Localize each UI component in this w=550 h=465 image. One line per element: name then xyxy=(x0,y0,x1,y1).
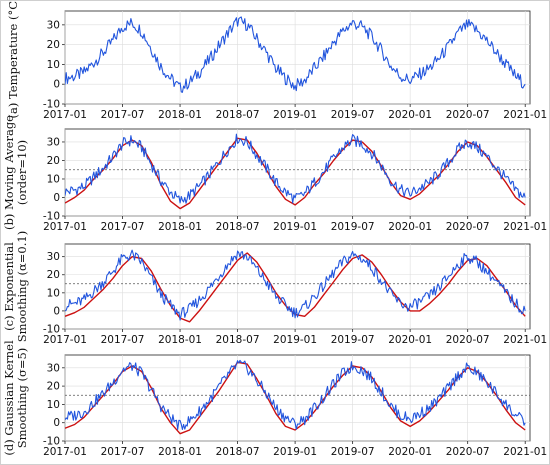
panel-d: -10 0 10 20 30 2017-01 2017-07 2018-01 2018-07 20… xyxy=(2,340,547,458)
y-tick-label: 0 xyxy=(53,79,60,91)
y-axis-label: (c) Exponential xyxy=(2,242,16,331)
observed-series-line xyxy=(65,359,526,431)
panel-a: -10 0 10 20 30 2017-01 2017-07 2018-01 2018-07 20… xyxy=(6,1,547,121)
x-tick-label: 2017-07 xyxy=(101,334,145,346)
x-tick-label: 2018-07 xyxy=(216,221,260,233)
x-tick-label: 2021-01 xyxy=(503,221,547,233)
plot-frame xyxy=(64,10,531,105)
plot-frame xyxy=(64,354,531,442)
y-tick-label: 10 xyxy=(47,287,60,299)
smoothed-series-line xyxy=(65,361,526,435)
observed-series-line xyxy=(65,16,526,93)
x-tick-label: 2018-07 xyxy=(216,334,260,346)
x-tick-label: 2018-01 xyxy=(158,221,202,233)
x-tick-label: 2018-01 xyxy=(158,446,202,458)
y-axis-label: (d) Gaussian Kernel xyxy=(2,340,16,456)
y-tick-label: 30 xyxy=(47,136,60,148)
y-tick-label: 0 xyxy=(53,192,60,204)
panel-c: -10 0 10 20 30 2017-01 2017-07 2018-01 2018-07 20… xyxy=(2,231,547,346)
observed-series-line xyxy=(65,133,526,204)
x-tick-label: 2018-01 xyxy=(158,334,202,346)
x-tick-label: 2019-07 xyxy=(331,221,375,233)
panel-b: -10 0 10 20 30 2017-01 2017-07 2018-01 2018-07 20… xyxy=(2,115,547,233)
x-tick-label: 2017-01 xyxy=(43,334,87,346)
y-tick-label: 20 xyxy=(47,155,60,167)
x-tick-label: 2019-07 xyxy=(331,446,375,458)
y-tick-label: 10 xyxy=(47,173,60,185)
y-tick-label: 20 xyxy=(47,269,60,281)
observed-series-line xyxy=(65,249,526,321)
x-tick-label: 2019-07 xyxy=(331,109,375,121)
y-axis-label: (order=10) xyxy=(15,140,29,205)
x-tick-label: 2021-01 xyxy=(503,109,547,121)
y-axis-label: Smoothing (α=0.1) xyxy=(15,231,29,342)
y-tick-label: 30 xyxy=(47,251,60,263)
plot-frame xyxy=(64,128,531,217)
x-tick-label: 2019-07 xyxy=(331,334,375,346)
x-tick-label: 2018-07 xyxy=(216,109,260,121)
y-tick-label: 0 xyxy=(53,305,60,317)
x-tick-label: 2019-01 xyxy=(273,446,317,458)
y-axis-label: (b) Moving Average xyxy=(2,115,16,230)
x-tick-label: 2018-07 xyxy=(216,446,260,458)
x-tick-label: 2021-01 xyxy=(503,446,547,458)
x-tick-label: 2020-01 xyxy=(388,446,432,458)
y-axis-label: Smoothing (σ=5) xyxy=(15,348,29,449)
x-tick-label: 2017-01 xyxy=(43,221,87,233)
y-tick-label: 20 xyxy=(47,39,60,51)
y-tick-label: -10 xyxy=(43,436,60,448)
y-tick-label: -10 xyxy=(43,211,60,223)
x-tick-label: 2020-07 xyxy=(446,446,490,458)
y-tick-label: 30 xyxy=(47,362,60,374)
x-tick-label: 2020-07 xyxy=(446,334,490,346)
x-tick-label: 2017-07 xyxy=(101,109,145,121)
x-tick-label: 2019-01 xyxy=(273,221,317,233)
x-tick-label: 2020-01 xyxy=(388,221,432,233)
x-tick-label: 2017-07 xyxy=(101,446,145,458)
x-tick-label: 2019-01 xyxy=(273,334,317,346)
x-tick-label: 2019-01 xyxy=(273,109,317,121)
y-tick-label: 20 xyxy=(47,381,60,393)
y-tick-label: 30 xyxy=(47,19,60,31)
x-tick-label: 2020-07 xyxy=(446,109,490,121)
x-tick-label: 2018-01 xyxy=(158,109,202,121)
y-tick-label: -10 xyxy=(43,324,60,336)
y-tick-label: 10 xyxy=(47,399,60,411)
y-tick-label: -10 xyxy=(43,99,60,111)
y-tick-label: 0 xyxy=(53,417,60,429)
y-axis-label: (a) Temperature (°C) xyxy=(6,1,20,119)
x-tick-label: 2017-07 xyxy=(101,221,145,233)
x-tick-label: 2021-01 xyxy=(503,334,547,346)
x-tick-label: 2020-01 xyxy=(388,109,432,121)
x-tick-label: 2020-01 xyxy=(388,334,432,346)
x-tick-label: 2017-01 xyxy=(43,446,87,458)
x-tick-label: 2017-01 xyxy=(43,109,87,121)
y-tick-label: 10 xyxy=(47,59,60,71)
x-tick-label: 2020-07 xyxy=(446,221,490,233)
